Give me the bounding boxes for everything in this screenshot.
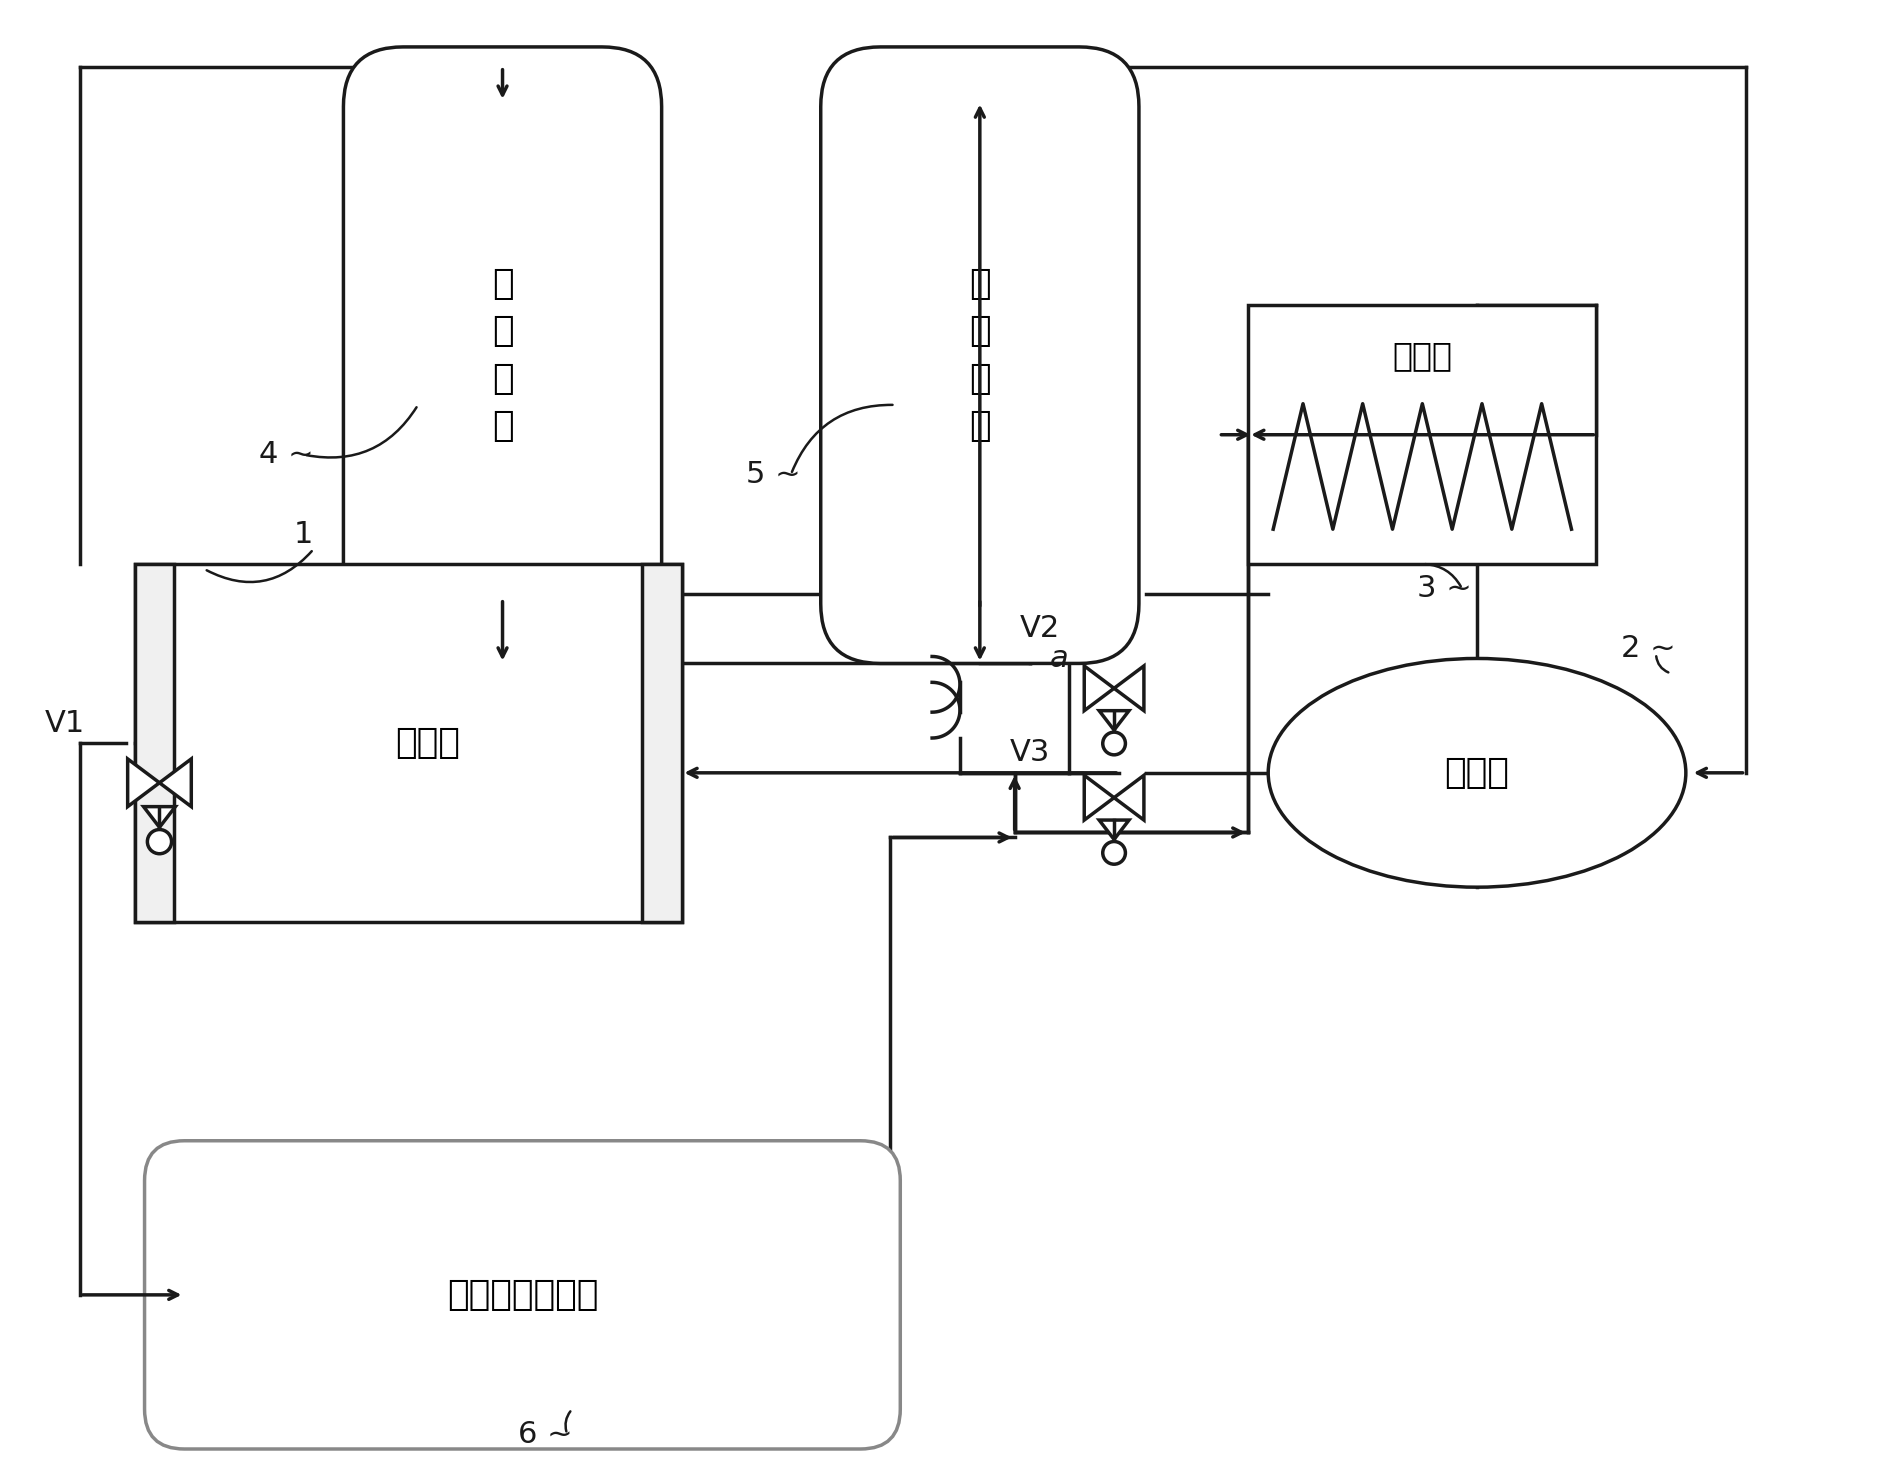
Bar <box>135 564 681 922</box>
Text: 氢
分
离
器: 氢 分 离 器 <box>493 267 514 443</box>
Bar <box>135 564 175 922</box>
Text: 氧
分
离
器: 氧 分 离 器 <box>968 267 991 443</box>
Polygon shape <box>127 759 160 807</box>
Polygon shape <box>1099 820 1130 839</box>
Text: 5 ~: 5 ~ <box>746 460 801 489</box>
Polygon shape <box>160 759 192 807</box>
Text: V2: V2 <box>1019 614 1059 644</box>
Text: V3: V3 <box>1010 739 1050 767</box>
Text: 4 ~: 4 ~ <box>259 440 314 469</box>
Circle shape <box>1103 841 1126 865</box>
Polygon shape <box>1115 776 1143 820</box>
Text: 2 ~: 2 ~ <box>1621 635 1676 663</box>
Text: 6 ~: 6 ~ <box>517 1419 573 1449</box>
Text: 换热器: 换热器 <box>1392 338 1453 372</box>
Polygon shape <box>1084 666 1115 710</box>
Polygon shape <box>1099 710 1130 730</box>
Polygon shape <box>143 807 175 828</box>
Ellipse shape <box>1269 658 1685 887</box>
Text: 电解槽: 电解槽 <box>396 727 460 759</box>
Text: 3 ~: 3 ~ <box>1417 574 1472 604</box>
Text: V1: V1 <box>46 709 86 737</box>
Bar <box>641 564 681 922</box>
Circle shape <box>1103 733 1126 755</box>
Text: 1: 1 <box>295 519 314 549</box>
FancyBboxPatch shape <box>344 47 662 663</box>
FancyBboxPatch shape <box>145 1140 900 1449</box>
Text: 循环泵: 循环泵 <box>1446 756 1510 790</box>
Circle shape <box>146 829 171 854</box>
FancyBboxPatch shape <box>822 47 1139 663</box>
Text: a: a <box>1050 644 1069 673</box>
Polygon shape <box>1115 666 1143 710</box>
Polygon shape <box>1084 776 1115 820</box>
Text: 可拆卸加热装置: 可拆卸加热装置 <box>447 1278 597 1312</box>
Bar <box>1248 305 1596 564</box>
